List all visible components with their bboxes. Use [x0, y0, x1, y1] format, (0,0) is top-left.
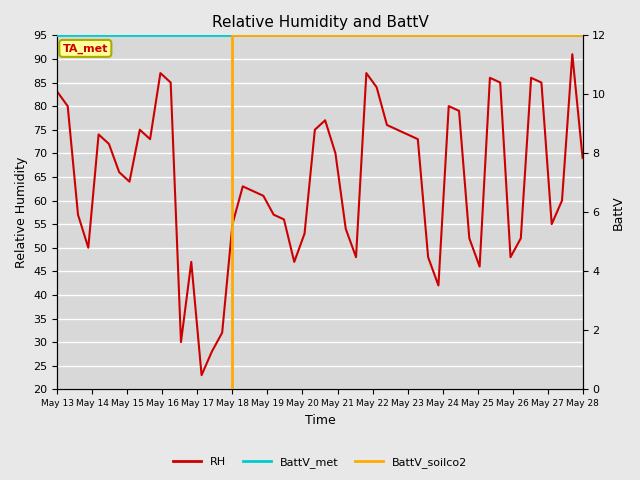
Y-axis label: BattV: BattV [612, 195, 625, 229]
X-axis label: Time: Time [305, 414, 335, 427]
Y-axis label: Relative Humidity: Relative Humidity [15, 156, 28, 268]
Legend: RH, BattV_met, BattV_soilco2: RH, BattV_met, BattV_soilco2 [169, 452, 471, 472]
Text: TA_met: TA_met [63, 43, 108, 54]
Title: Relative Humidity and BattV: Relative Humidity and BattV [212, 15, 428, 30]
